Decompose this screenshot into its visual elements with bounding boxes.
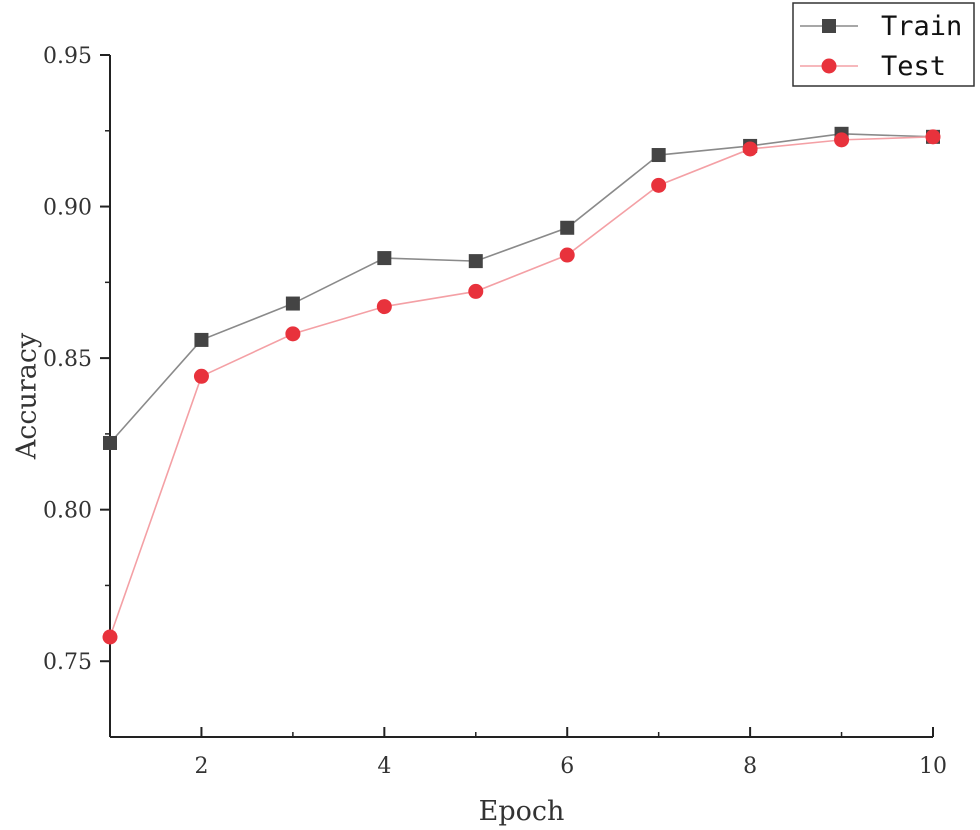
x-tick-label: 10 xyxy=(919,754,947,779)
x-tick-label: 2 xyxy=(194,754,208,779)
legend-marker-train xyxy=(822,19,836,33)
y-tick-label: 0.80 xyxy=(43,499,92,524)
series-test xyxy=(102,129,941,645)
y-tick-label: 0.90 xyxy=(43,196,92,221)
train-point xyxy=(103,435,117,450)
x-tick-label: 6 xyxy=(560,754,574,779)
train-point xyxy=(377,251,392,266)
series xyxy=(102,126,941,645)
test-point xyxy=(925,129,941,145)
y-axis-ticks: 0.75 0.80 0.85 0.90 0.95 xyxy=(43,44,110,675)
test-point xyxy=(559,247,575,263)
test-point xyxy=(376,299,392,315)
test-line xyxy=(109,136,934,638)
y-tick-label: 0.85 xyxy=(43,347,92,372)
test-point xyxy=(651,177,667,193)
test-point xyxy=(742,141,758,157)
legend-items: Train Test xyxy=(800,11,962,82)
x-tick-label: 4 xyxy=(377,754,391,779)
test-point xyxy=(193,368,209,384)
test-point xyxy=(834,132,850,148)
test-point xyxy=(285,326,301,342)
series-train xyxy=(103,126,940,450)
x-tick-label: 8 xyxy=(743,754,757,779)
train-point xyxy=(194,332,209,347)
train-point xyxy=(285,296,300,311)
legend: Train Test xyxy=(792,2,975,87)
test-point xyxy=(468,283,484,299)
axes xyxy=(109,55,933,738)
train-line xyxy=(109,133,934,444)
y-tick-label: 0.75 xyxy=(43,650,92,675)
legend-marker-test xyxy=(821,58,837,74)
x-axis-title: Epoch xyxy=(479,796,565,827)
train-point xyxy=(651,148,666,163)
train-point xyxy=(468,254,483,269)
y-axis-title: Accuracy xyxy=(11,332,42,460)
x-axis-ticks: 2 4 6 8 10 xyxy=(194,727,947,779)
legend-label-train: Train xyxy=(881,11,962,42)
train-point xyxy=(560,220,575,235)
test-point xyxy=(102,629,118,645)
legend-box xyxy=(792,2,975,87)
legend-label-test: Test xyxy=(881,51,946,82)
y-tick-label: 0.95 xyxy=(43,44,92,69)
